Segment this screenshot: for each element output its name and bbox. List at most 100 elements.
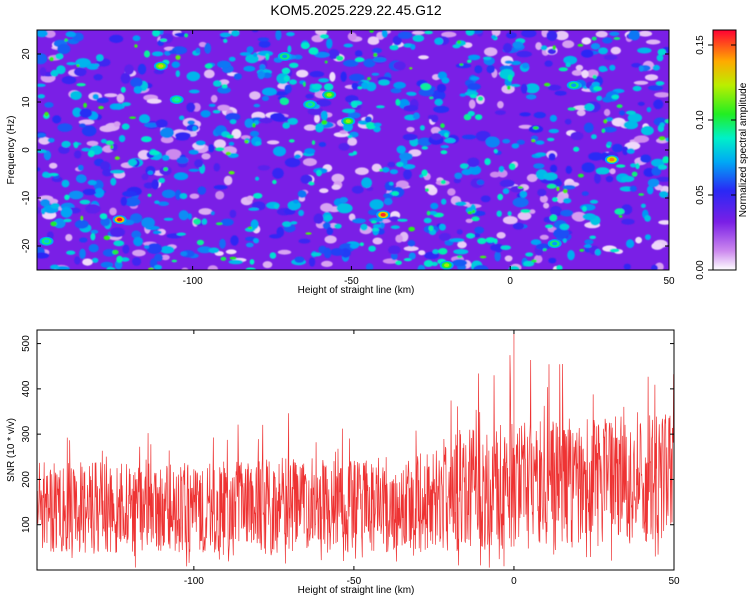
heatmap-cell bbox=[378, 79, 390, 86]
heatmap-cell bbox=[100, 217, 111, 227]
heatmap-cell bbox=[326, 38, 333, 49]
heatmap-cell bbox=[57, 43, 71, 55]
heatmap-low-cell bbox=[262, 261, 273, 269]
snr-x-tick-label: -50 bbox=[347, 576, 362, 587]
heatmap-low-cell bbox=[65, 234, 73, 242]
heatmap-cell bbox=[50, 264, 60, 270]
heatmap-cell bbox=[506, 32, 517, 39]
heatmap-cell bbox=[315, 123, 324, 133]
heatmap-cell bbox=[105, 140, 114, 145]
heatmap-cell bbox=[373, 122, 382, 127]
heatmap-cell bbox=[361, 82, 369, 90]
heatmap-cell bbox=[261, 95, 270, 101]
heatmap-y-tick-label: 0 bbox=[21, 147, 32, 153]
heatmap-cell bbox=[545, 224, 554, 229]
heatmap-cell bbox=[201, 218, 208, 225]
heatmap-cell bbox=[605, 117, 614, 122]
heatmap-x-tick-label: 50 bbox=[663, 276, 675, 287]
heatmap-cell bbox=[302, 81, 306, 87]
heatmap-cell bbox=[611, 94, 620, 100]
heatmap-low-cell bbox=[502, 216, 518, 225]
heatmap-cell bbox=[275, 30, 282, 41]
heatmap-cell bbox=[80, 215, 84, 221]
heatmap-cell bbox=[412, 34, 425, 42]
heatmap-cell bbox=[567, 250, 575, 261]
heatmap-cell bbox=[390, 225, 400, 230]
heatmap-cell bbox=[281, 67, 290, 74]
heatmap-cell bbox=[631, 63, 642, 68]
heatmap-cell bbox=[455, 63, 472, 69]
heatmap-cell bbox=[148, 267, 154, 270]
heatmap-cell bbox=[441, 77, 450, 84]
heatmap-cell bbox=[336, 55, 344, 61]
heatmap-cell bbox=[315, 99, 332, 107]
heatmap-cell bbox=[589, 235, 596, 240]
heatmap-cell bbox=[228, 170, 235, 175]
heatmap-cell bbox=[215, 222, 223, 226]
heatmap-cell bbox=[113, 103, 124, 110]
heatmap-cell bbox=[638, 65, 645, 72]
heatmap-cell bbox=[287, 45, 292, 53]
heatmap-low-cell bbox=[201, 153, 211, 160]
heatmap-cell bbox=[63, 218, 72, 223]
heatmap-cell bbox=[457, 40, 461, 45]
heatmap-cell bbox=[474, 114, 483, 120]
heatmap-cell bbox=[419, 174, 424, 178]
heatmap-cell bbox=[228, 141, 235, 146]
heatmap-cell bbox=[461, 169, 473, 176]
heatmap-cell bbox=[365, 81, 377, 92]
heatmap-cell bbox=[402, 164, 416, 170]
heatmap-cell bbox=[553, 228, 569, 239]
heatmap-cell bbox=[591, 36, 597, 41]
heatmap-cell bbox=[629, 185, 637, 192]
heatmap-cell bbox=[349, 243, 359, 249]
heatmap-cell bbox=[470, 76, 480, 81]
heatmap-peak bbox=[604, 155, 619, 165]
heatmap-low-cell bbox=[319, 188, 329, 194]
heatmap-peak bbox=[112, 215, 127, 225]
heatmap-peak-core bbox=[345, 119, 351, 123]
heatmap-cell bbox=[612, 143, 623, 153]
heatmap-cell bbox=[110, 145, 114, 149]
heatmap-cell bbox=[258, 40, 271, 48]
heatmap-cell bbox=[493, 148, 498, 154]
heatmap-cell bbox=[79, 108, 93, 118]
heatmap-cell bbox=[433, 105, 450, 113]
heatmap-cell bbox=[171, 61, 180, 68]
heatmap-cell bbox=[298, 209, 304, 217]
heatmap-cell bbox=[554, 90, 567, 96]
heatmap-cell bbox=[430, 114, 439, 123]
heatmap-cell bbox=[106, 267, 116, 270]
heatmap-cell bbox=[651, 264, 658, 270]
heatmap-cell bbox=[373, 224, 382, 229]
heatmap-cell bbox=[403, 258, 412, 262]
heatmap-cell bbox=[637, 101, 645, 106]
heatmap-cell bbox=[52, 115, 62, 124]
heatmap-cell bbox=[219, 32, 232, 38]
heatmap-low-cell bbox=[198, 208, 213, 215]
heatmap-cell bbox=[122, 190, 137, 197]
heatmap-cell bbox=[402, 133, 418, 141]
heatmap-cell bbox=[603, 119, 608, 124]
heatmap-cell bbox=[664, 119, 669, 124]
heatmap-cell bbox=[76, 83, 86, 87]
heatmap-cell bbox=[459, 93, 466, 97]
heatmap-low-cell bbox=[517, 211, 532, 221]
heatmap-cell bbox=[618, 215, 623, 218]
heatmap-cell bbox=[254, 141, 262, 146]
heatmap-low-cell bbox=[160, 136, 174, 144]
heatmap-cell bbox=[343, 43, 354, 48]
heatmap-low-cell bbox=[556, 194, 565, 204]
heatmap-cell bbox=[253, 238, 259, 244]
heatmap-low-cell bbox=[651, 242, 664, 250]
heatmap-low-cell bbox=[82, 258, 93, 266]
heatmap-cell bbox=[114, 156, 120, 160]
heatmap-cell bbox=[141, 217, 155, 229]
heatmap-low-cell bbox=[496, 232, 506, 239]
heatmap-cell bbox=[144, 244, 150, 249]
heatmap-low-cell bbox=[539, 234, 549, 240]
heatmap-cell bbox=[590, 43, 601, 50]
heatmap-cell bbox=[472, 209, 476, 214]
heatmap-cell bbox=[160, 245, 175, 254]
